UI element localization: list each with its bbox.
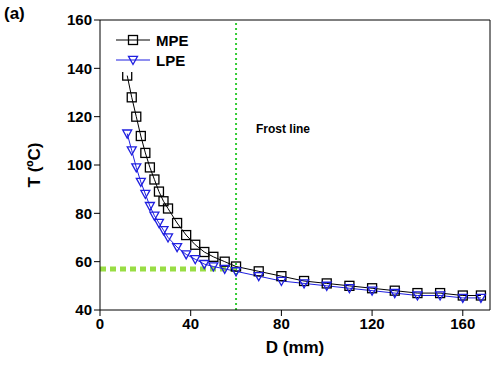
svg-text:140: 140 (67, 60, 92, 77)
svg-text:0: 0 (96, 315, 104, 332)
svg-text:120: 120 (360, 315, 385, 332)
svg-text:60: 60 (75, 253, 92, 270)
svg-text:160: 160 (67, 11, 92, 28)
svg-text:40: 40 (75, 301, 92, 318)
html-text:MPE: MPE (156, 31, 189, 49)
html-text:LPE: LPE (156, 51, 186, 69)
svg-text:120: 120 (67, 108, 92, 125)
svg-text:40: 40 (182, 315, 199, 332)
svg-text:160: 160 (450, 315, 475, 332)
svg-text:T (ºC): T (ºC) (25, 143, 44, 188)
svg-text:80: 80 (75, 205, 92, 222)
html-text:(a): (a) (4, 4, 25, 23)
html-text:Frost line: Frost line (256, 121, 310, 136)
svg-text:100: 100 (67, 156, 92, 173)
svg-text:D (mm): D (mm) (266, 338, 325, 357)
svg-text:80: 80 (273, 315, 290, 332)
